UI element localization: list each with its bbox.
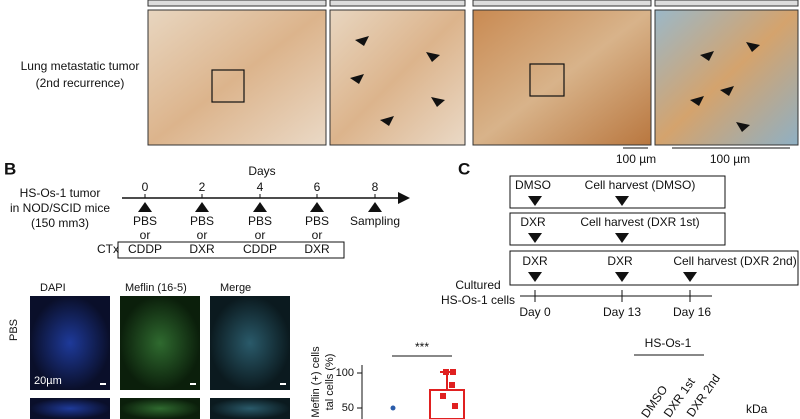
- arrowhead: [310, 202, 324, 212]
- model-text: HS-Os-1 tumor: [20, 186, 101, 200]
- or-label: or: [197, 228, 208, 242]
- or-label: or: [255, 228, 266, 242]
- treatment-label: Cell harvest (DMSO): [585, 178, 696, 192]
- image-meflin: [120, 296, 200, 390]
- arrowhead: [615, 272, 629, 282]
- arrowhead: [195, 202, 209, 212]
- day-tick-label: 2: [199, 180, 206, 194]
- ctx-drug: DXR: [189, 242, 215, 256]
- control-label: PBS: [248, 214, 272, 228]
- treatment-label: DXR: [520, 215, 546, 229]
- or-label: or: [312, 228, 323, 242]
- micrographs: [147, 0, 799, 146]
- day-tick-label: 0: [142, 180, 149, 194]
- ctx-drug: CDDP: [128, 242, 162, 256]
- significance: ***: [415, 340, 429, 354]
- scale-label: 20µm: [34, 375, 62, 387]
- arrowhead: [138, 202, 152, 212]
- y-tick-label: 100: [336, 367, 354, 379]
- model-text: in NOD/SCID mice: [10, 201, 110, 215]
- group-label: PBS: [8, 319, 20, 341]
- control-label: PBS: [133, 214, 157, 228]
- cells-label: HS-Os-1 cells: [441, 293, 515, 307]
- day-label: Day 13: [603, 305, 641, 319]
- row-label: (2nd recurrence): [36, 76, 125, 90]
- control-label: PBS: [190, 214, 214, 228]
- arrowhead: [528, 196, 542, 206]
- y-label: Meflin (+) cells: [310, 346, 322, 418]
- arrowhead: [528, 272, 542, 282]
- ctx-drug: DXR: [304, 242, 330, 256]
- panel-letter: C: [458, 159, 470, 178]
- panel-letter: B: [4, 159, 16, 178]
- ctx-drug: CDDP: [243, 242, 277, 256]
- day-tick-label: 4: [257, 180, 264, 194]
- blot-title: HS-Os-1: [645, 336, 692, 350]
- day-label: Day 16: [673, 305, 711, 319]
- y-label: tal cells (%): [324, 354, 336, 411]
- stain-label: Meflin (16-5): [125, 282, 187, 294]
- treatment-label: DMSO: [515, 178, 551, 192]
- sampling: Sampling: [350, 214, 400, 228]
- model-text: (150 mm3): [31, 216, 89, 230]
- scale-label: 100 µm: [710, 152, 750, 166]
- y-tick-label: 50: [342, 402, 354, 414]
- ctx-label: CTx: [97, 242, 119, 256]
- arrowhead: [528, 233, 542, 243]
- cells-label: Cultured: [455, 278, 500, 292]
- arrowhead: [615, 233, 629, 243]
- unit: kDa: [746, 402, 768, 416]
- control-label: PBS: [305, 214, 329, 228]
- treatment-label: DXR: [607, 254, 633, 268]
- day-tick-label: 8: [372, 180, 379, 194]
- day-tick-label: 6: [314, 180, 321, 194]
- image-merge: [210, 296, 290, 390]
- arrowhead: [615, 196, 629, 206]
- arrowhead: [253, 202, 267, 212]
- image-dapi: [30, 296, 110, 390]
- row-label: Lung metastatic tumor: [21, 59, 140, 73]
- day-label: Day 0: [519, 305, 551, 319]
- arrowhead: [683, 272, 697, 282]
- stain-label: DAPI: [40, 282, 66, 294]
- or-label: or: [140, 228, 151, 242]
- treatment-label: DXR: [522, 254, 548, 268]
- treatment-label: Cell harvest (DXR 2nd): [673, 254, 796, 268]
- axis-title: Days: [248, 164, 275, 178]
- scale-label: 100 µm: [616, 152, 656, 166]
- treatment-label: Cell harvest (DXR 1st): [580, 215, 699, 229]
- stain-label: Merge: [220, 282, 251, 294]
